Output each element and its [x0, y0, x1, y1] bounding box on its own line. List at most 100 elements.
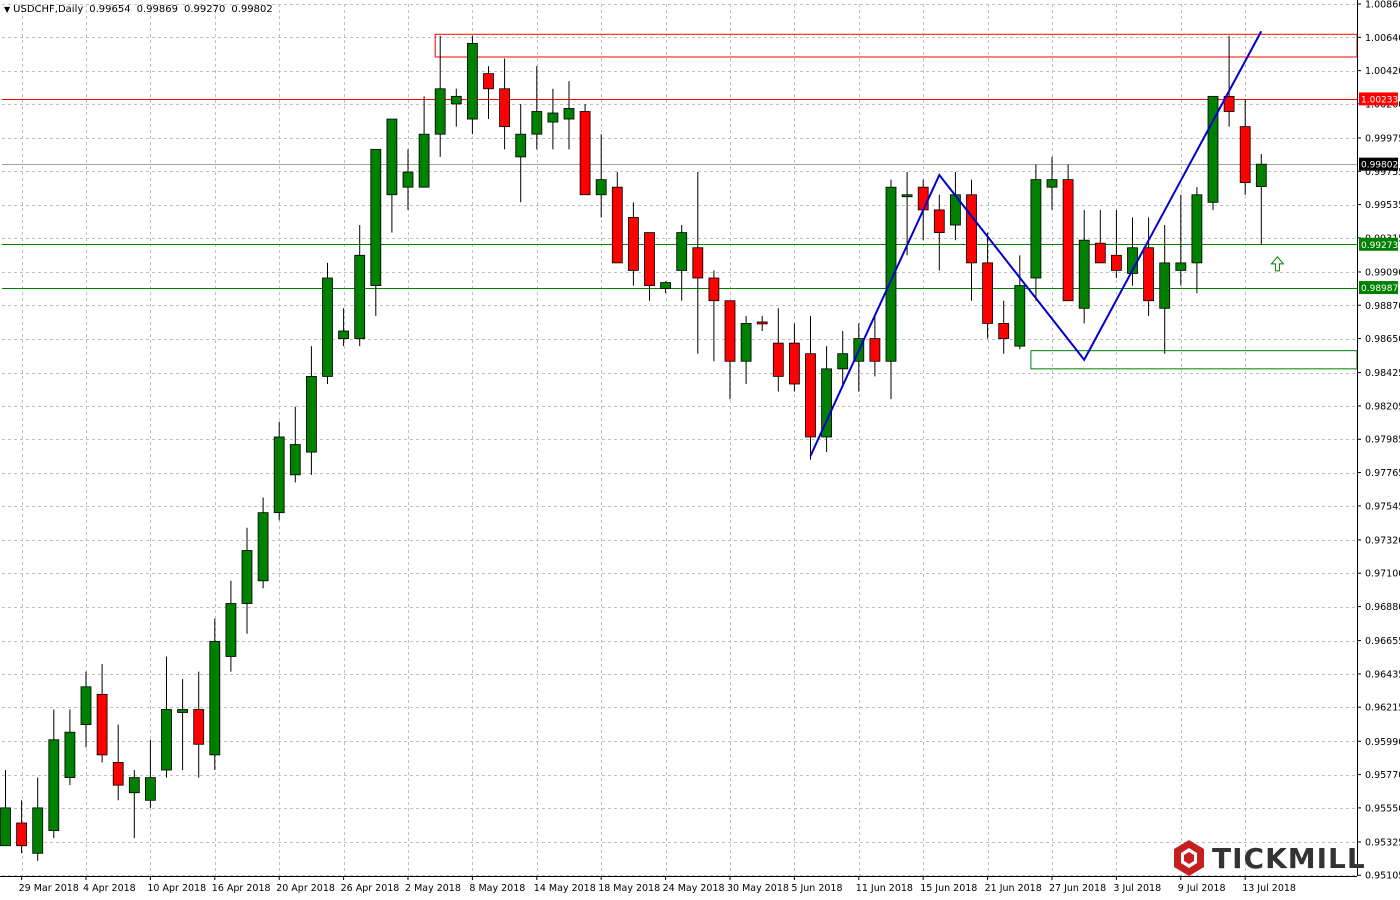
candle [1223, 35, 1235, 127]
candle-bear-body [16, 822, 28, 847]
candle [901, 172, 913, 256]
y-tick-label: 0.96215 [1365, 703, 1400, 714]
candle-bear-body [756, 321, 768, 325]
x-tick-label: 4 Apr 2018 [83, 883, 136, 894]
candle-bear-body [611, 186, 623, 264]
candle [241, 527, 253, 634]
candle-bull-body [1159, 262, 1171, 309]
candle-bull-body [80, 686, 92, 726]
current-price-tag-bg [1359, 157, 1398, 171]
candle [821, 346, 832, 453]
y-tick-label: 0.98205 [1365, 401, 1400, 412]
candle-bull-body [1191, 194, 1203, 264]
chart-header: ▼ USDCHF,Daily 0.99654 0.99869 0.99270 0.9980… [4, 4, 279, 15]
candle-bear-body [499, 88, 511, 128]
candle-bull-body [128, 777, 140, 794]
time-axis-labels: 29 Mar 2018 4 Apr 2018 10 Apr 2018 16 Apr 2… [19, 876, 1296, 894]
candle-bear-body [982, 262, 993, 324]
price-tags: 1.00233 0.99273 0.98987 0.99802 [1359, 92, 1398, 295]
candle-bull-body [354, 254, 366, 339]
x-tick-label: 3 Jul 2018 [1113, 883, 1161, 894]
level-tag-bg [1359, 281, 1398, 295]
x-tick-label: 10 Apr 2018 [147, 883, 206, 894]
candle [225, 580, 237, 672]
candle [370, 148, 382, 316]
candle-bear-body [644, 232, 655, 286]
candle [96, 664, 108, 763]
candle [466, 35, 478, 135]
candle-bull-body [322, 277, 333, 377]
candle-bull-body [402, 171, 414, 188]
candle [450, 88, 462, 127]
candle-bull-body [1175, 262, 1187, 271]
candle-bull-body [386, 118, 398, 196]
candle [933, 194, 945, 271]
candle [869, 315, 881, 377]
candle [161, 656, 172, 778]
price-axis-labels: 1.008601.006401.004201.002000.999750.997… [1357, 0, 1400, 882]
candle-bear-body [933, 209, 945, 233]
candle-bear-body [1111, 254, 1122, 271]
candle-bull-body [1030, 179, 1042, 279]
candle [966, 179, 977, 301]
candle [193, 671, 205, 778]
candle [354, 225, 366, 347]
tickmill-logo: TICKMILL [1172, 838, 1366, 878]
up-arrow-icon [1270, 256, 1285, 272]
candle [80, 671, 92, 748]
candle-bull-body [1014, 285, 1026, 347]
candle-bull-body [64, 731, 76, 778]
candle-bull-body [225, 603, 237, 657]
candle-bull-body [32, 807, 44, 854]
y-tick-label: 0.97985 [1365, 435, 1400, 446]
candle [837, 331, 849, 384]
candle-bull-body [177, 709, 189, 713]
current-price-tag-label: 0.99802 [1361, 161, 1398, 171]
y-tick-label: 0.99535 [1365, 200, 1400, 211]
candle-bear-body [1143, 247, 1154, 302]
candle [209, 618, 221, 771]
candle-bull-body [450, 95, 462, 105]
ohlc-low: 0.99270 [183, 4, 226, 15]
candle [579, 103, 591, 196]
candle-bull-body [418, 133, 430, 188]
x-tick-label: 14 May 2018 [534, 883, 596, 894]
ohlc-close: 0.99802 [231, 4, 273, 15]
candle [628, 202, 639, 286]
candle [418, 96, 430, 188]
candle-bull-body [0, 807, 11, 847]
candle-bear-body [1239, 126, 1251, 184]
y-tick-label: 0.96435 [1365, 669, 1400, 680]
candle [563, 81, 575, 150]
candle-bear-body [193, 709, 205, 745]
x-tick-label: 20 Apr 2018 [276, 883, 335, 894]
x-tick-label: 21 Jun 2018 [985, 883, 1042, 894]
candle [1207, 95, 1219, 210]
candle [676, 225, 688, 301]
candle [128, 770, 140, 839]
zigzag-line [809, 30, 1263, 457]
symbol-timeframe: USDCHF,Daily [13, 4, 84, 15]
candle-bull-body [837, 353, 849, 370]
candle [48, 709, 60, 839]
y-tick-label: 0.99755 [1365, 167, 1400, 178]
y-tick-label: 0.99975 [1365, 133, 1400, 144]
y-tick-label: 0.98425 [1365, 368, 1400, 379]
collapse-triangle-icon[interactable]: ▼ [4, 5, 11, 14]
candle-bear-body [112, 762, 124, 786]
candle-bear-body [1223, 95, 1235, 112]
candle [1111, 209, 1122, 279]
candle-bull-body [144, 777, 156, 801]
candle-bull-body [48, 739, 60, 831]
pattern-line [809, 30, 1263, 457]
candle-bull-body [740, 323, 752, 362]
candle [1078, 209, 1090, 324]
candle [998, 300, 1010, 354]
candle-bull-body [515, 133, 527, 158]
candle [177, 679, 189, 771]
candle [1143, 217, 1154, 316]
candle-bear-body [724, 300, 736, 362]
